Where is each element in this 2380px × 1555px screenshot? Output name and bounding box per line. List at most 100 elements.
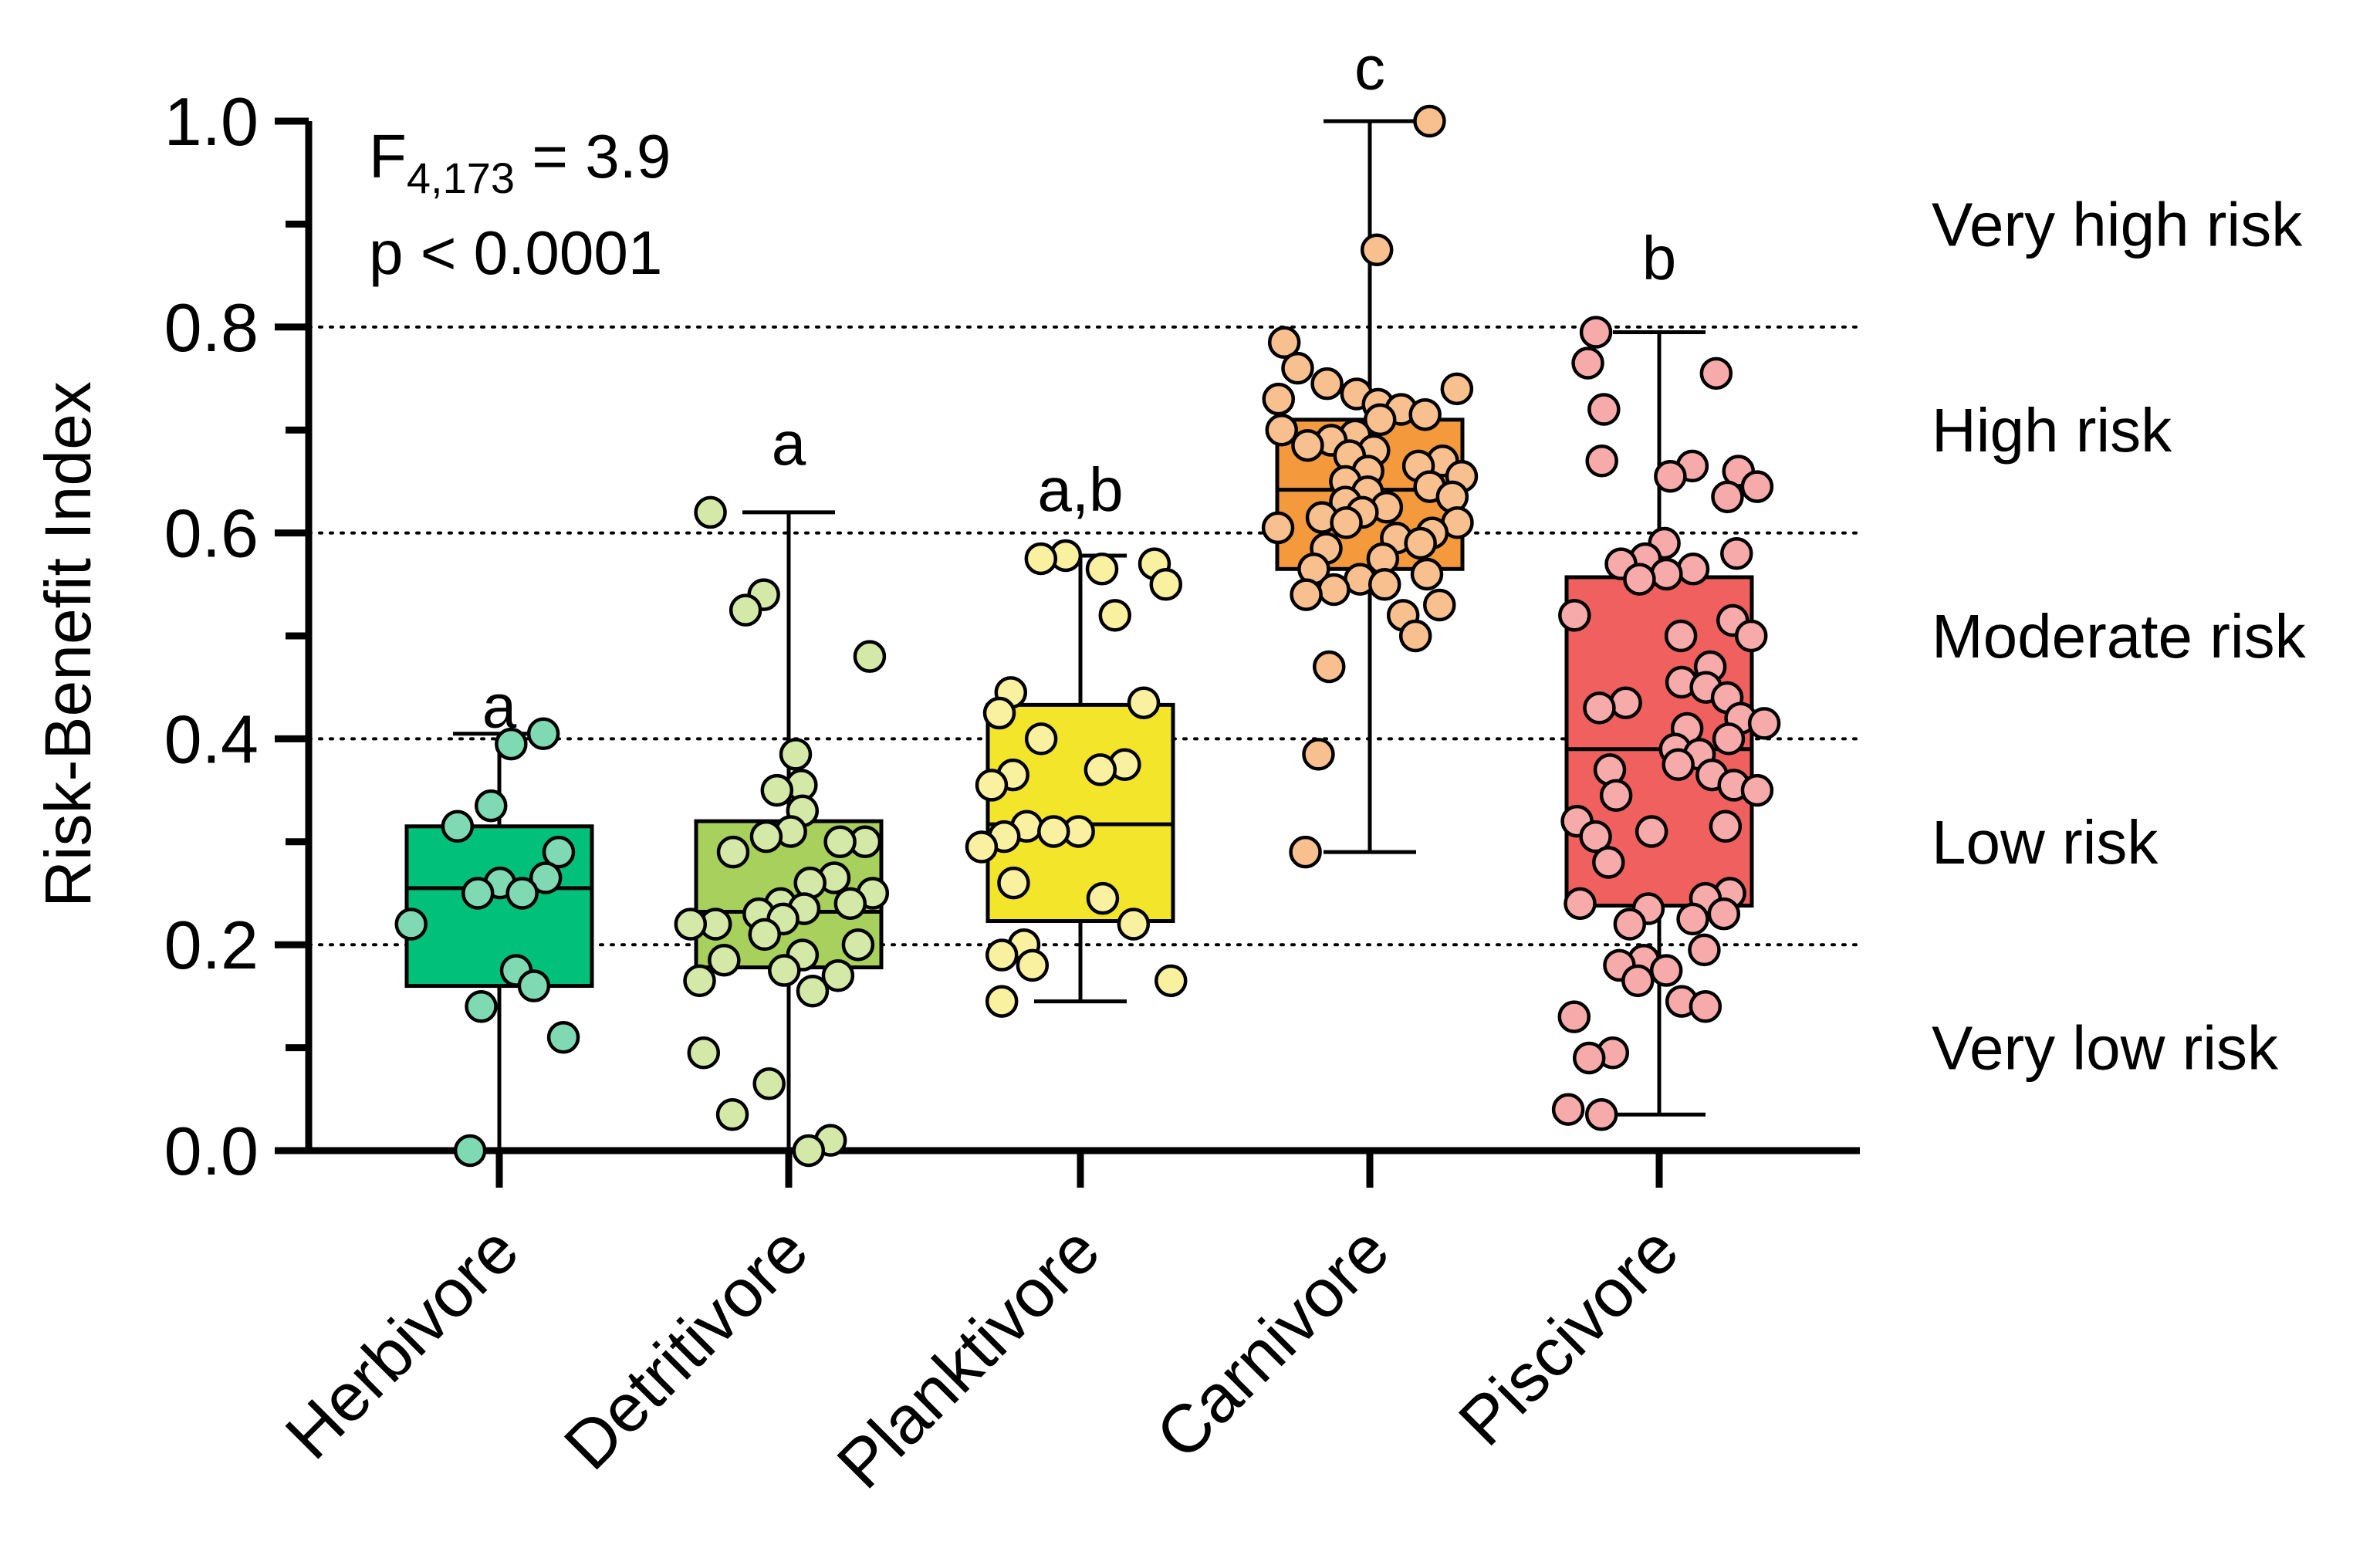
data-point-detritivore [760, 773, 794, 807]
risk-category-label: Very high risk [1932, 190, 2303, 259]
significance-letter-piscivore: b [1642, 224, 1677, 292]
data-point-piscivore [1584, 1098, 1618, 1131]
data-points [394, 104, 1781, 1168]
data-point-detritivore [716, 835, 750, 869]
data-point-planktivore [1098, 599, 1132, 632]
data-point-piscivore [1621, 964, 1655, 998]
data-point-carnivore [1363, 403, 1397, 437]
risk-category-label: High risk [1932, 396, 2172, 465]
data-point-carnivore [1404, 526, 1437, 560]
data-point-piscivore [1734, 619, 1768, 653]
data-point-piscivore [1558, 599, 1591, 632]
data-point-piscivore [1609, 686, 1642, 719]
data-point-detritivore [729, 593, 762, 627]
data-point-piscivore [1557, 1000, 1591, 1033]
data-point-piscivore [1747, 707, 1781, 740]
data-point-carnivore [1302, 738, 1335, 771]
data-point-herbivore [474, 789, 508, 823]
data-point-herbivore [529, 861, 563, 894]
data-point-piscivore [1623, 563, 1656, 596]
data-point-carnivore [1312, 650, 1346, 684]
data-point-herbivore [394, 908, 428, 941]
data-point-piscivore [1650, 557, 1683, 591]
data-point-planktivore [965, 830, 999, 864]
y-tick-label: 0.2 [164, 907, 259, 983]
data-point-carnivore [1408, 397, 1442, 431]
data-point-herbivore [505, 877, 539, 910]
data-point-detritivore [715, 1098, 749, 1131]
data-point-herbivore [461, 877, 495, 910]
data-point-piscivore [1571, 346, 1604, 380]
data-point-piscivore [1592, 846, 1625, 879]
risk-category-label: Very low risk [1932, 1014, 2279, 1083]
data-point-detritivore [752, 1067, 786, 1100]
data-point-herbivore [495, 727, 528, 761]
data-point-detritivore [841, 928, 875, 962]
data-point-detritivore [674, 908, 708, 941]
x-category-label-detritivore: Detritivore [549, 1211, 823, 1484]
data-point-carnivore [1440, 372, 1474, 406]
data-point-piscivore [1664, 619, 1698, 653]
data-point-detritivore [796, 974, 830, 1008]
data-point-carnivore [1410, 557, 1444, 591]
data-point-piscivore [1635, 815, 1668, 848]
data-point-piscivore [1711, 480, 1744, 514]
data-point-piscivore [1676, 902, 1709, 936]
p-value: p < 0.0001 [369, 218, 662, 287]
data-point-piscivore [1587, 393, 1621, 426]
data-point-piscivore [1613, 908, 1647, 941]
data-point-herbivore [526, 717, 560, 750]
data-point-carnivore [1330, 506, 1363, 539]
data-point-detritivore [821, 958, 855, 992]
data-point-planktivore [975, 769, 1009, 802]
stats-annotation: F4,173 = 3.9 p < 0.0001 [369, 122, 671, 287]
significance-letter-carnivore: c [1354, 33, 1385, 102]
data-point-piscivore [1712, 722, 1746, 756]
data-point-carnivore [1265, 413, 1299, 447]
data-point-piscivore [1707, 897, 1741, 931]
x-category-label-herbivore: Herbivore [271, 1211, 533, 1473]
y-axis-title: Risk-Benefit Index [32, 381, 104, 908]
data-point-detritivore [694, 495, 727, 529]
data-point-planktivore [1024, 542, 1058, 576]
y-tick-label: 0.8 [164, 289, 259, 366]
x-category-label-planktivore: Planktivore [823, 1211, 1114, 1503]
data-point-detritivore [749, 820, 783, 854]
data-point-carnivore [1291, 428, 1324, 462]
significance-letter-detritivore: a [772, 409, 806, 478]
data-point-piscivore [1709, 810, 1743, 843]
data-point-carnivore [1289, 835, 1322, 869]
data-point-planktivore [1149, 568, 1183, 601]
data-point-detritivore [823, 825, 857, 859]
data-point-piscivore [1676, 553, 1710, 586]
y-tick-label: 0.4 [164, 701, 259, 777]
data-point-carnivore [1281, 351, 1314, 385]
data-point-herbivore [546, 1021, 580, 1054]
data-point-planktivore [1117, 908, 1151, 941]
data-point-planktivore [1086, 881, 1120, 915]
significance-letter-planktivore: a,b [1037, 455, 1123, 524]
significance-letter-herbivore: a [482, 671, 517, 740]
data-point-carnivore [1310, 367, 1344, 401]
data-point-piscivore [1689, 989, 1722, 1023]
data-point-piscivore [1740, 470, 1774, 503]
y-tick-label: 0.0 [164, 1113, 259, 1189]
data-point-piscivore [1649, 954, 1683, 987]
risk-category-label: Low risk [1932, 808, 2159, 877]
data-point-carnivore [1423, 588, 1456, 622]
data-point-herbivore [542, 835, 576, 869]
data-point-planktivore [1155, 964, 1188, 998]
y-tick-label: 0.6 [164, 495, 259, 572]
data-point-planktivore [1084, 753, 1117, 786]
f-statistic: F4,173 = 3.9 [369, 122, 671, 202]
data-point-piscivore [1740, 773, 1774, 807]
data-point-piscivore [1662, 748, 1695, 781]
data-point-piscivore [1579, 316, 1613, 349]
y-tick-label: 1.0 [164, 83, 259, 160]
data-point-detritivore [683, 964, 716, 998]
axes [275, 117, 1860, 1188]
data-point-herbivore [453, 1134, 487, 1168]
x-category-label-carnivore: Carnivore [1141, 1211, 1404, 1473]
data-point-piscivore [1572, 1041, 1606, 1075]
